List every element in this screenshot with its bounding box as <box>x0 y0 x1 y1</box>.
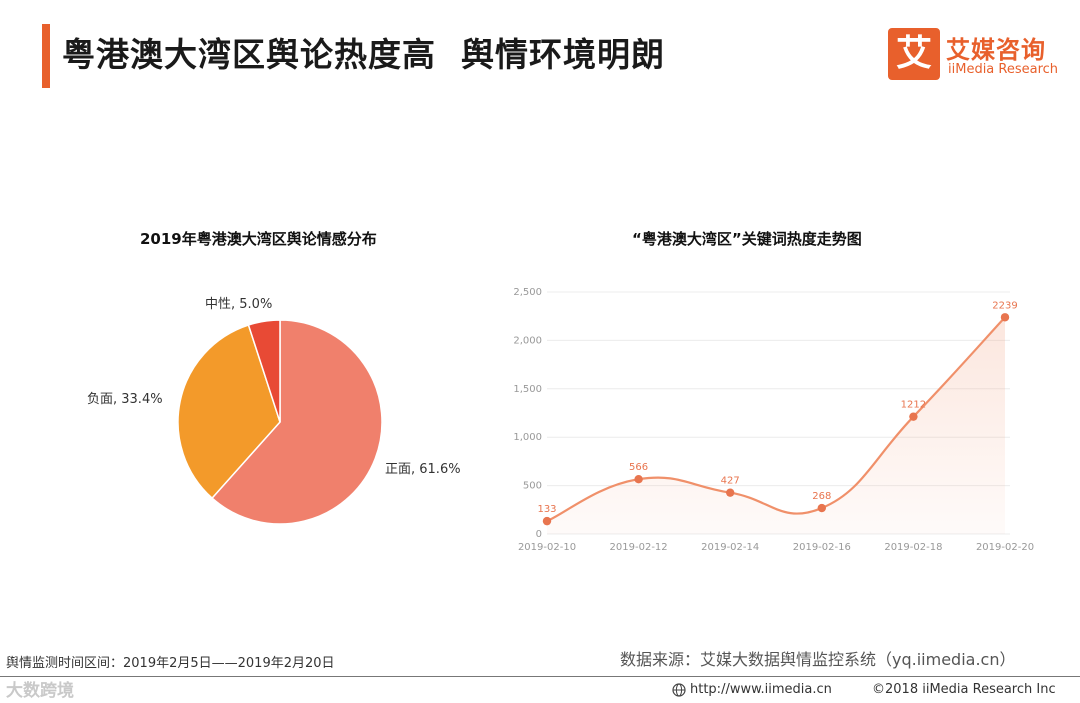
watermark-text: 大数跨境 <box>6 681 74 701</box>
y-tick-label: 2,000 <box>513 335 542 346</box>
data-point-2019-02-20 <box>1000 313 1010 322</box>
x-tick-label: 2019-02-20 <box>976 542 1034 553</box>
data-point-2019-02-16 <box>817 503 826 513</box>
x-tick-label: 2019-02-12 <box>610 542 668 553</box>
data-source: 数据来源：艾媒大数据舆情监控系统（yq.iimedia.cn） <box>620 650 1016 669</box>
y-tick-label: 2,500 <box>513 287 542 298</box>
page-title: 粤港澳大湾区舆论热度高 舆情环境明朗 <box>62 35 665 74</box>
globe-icon <box>672 683 686 697</box>
title-accent-bar <box>42 24 50 88</box>
copyright-text: ©2018 iiMedia Research Inc <box>872 682 1056 697</box>
iimedia-logo: 艾 艾媒咨询 iiMedia Research <box>888 28 1068 84</box>
pie-slice-中性 <box>247 319 281 423</box>
y-tick-label: 1,000 <box>513 432 542 443</box>
data-label-2019-02-12: 566 <box>629 462 648 473</box>
data-label-2019-02-20: 2239 <box>992 300 1017 311</box>
pie-slice-正面 <box>211 319 383 525</box>
data-point-2019-02-14 <box>726 488 735 497</box>
y-tick-label: 500 <box>523 481 542 492</box>
logo-mark: 艾 <box>888 28 940 80</box>
y-tick-label: 1,500 <box>513 384 542 395</box>
x-tick-label: 2019-02-18 <box>884 542 942 553</box>
data-point-2019-02-18 <box>909 412 918 421</box>
line-series <box>546 316 1006 523</box>
x-tick-label: 2019-02-14 <box>701 542 759 553</box>
pie-slice-负面 <box>177 324 281 500</box>
monitoring-period: 舆情监测时间区间：2019年2月5日——2019年2月20日 <box>6 656 335 671</box>
y-tick-label: 0 <box>536 529 542 540</box>
line-chart-title: “粤港澳大湾区”关键词热度走势图 <box>632 230 862 248</box>
data-point-2019-02-10 <box>542 516 552 526</box>
logo-chinese-name: 艾媒咨询 <box>946 36 1046 64</box>
data-point-2019-02-12 <box>634 475 643 484</box>
line-chart: 0 500 1,000 1,500 2,000 2,500 2019-02-10 2019-0… <box>513 287 1034 553</box>
data-label-2019-02-18: 1212 <box>901 400 926 411</box>
line-area-fill <box>547 317 1005 534</box>
x-tick-label: 2019-02-16 <box>793 542 851 553</box>
pie-chart-title: 2019年粤港澳大湾区舆论情感分布 <box>140 230 377 248</box>
pie-label-negative: 负面, 33.4% <box>87 392 163 407</box>
website-link[interactable]: http://www.iimedia.cn <box>690 682 832 697</box>
x-tick-label: 2019-02-10 <box>518 542 576 553</box>
data-label-2019-02-16: 268 <box>812 491 831 502</box>
logo-english-name: iiMedia Research <box>948 62 1059 77</box>
footer-divider <box>0 676 1080 677</box>
data-label-2019-02-10: 133 <box>537 504 556 515</box>
pie-chart <box>177 319 383 525</box>
pie-label-positive: 正面, 61.6% <box>385 462 461 477</box>
data-label-2019-02-14: 427 <box>721 476 740 487</box>
pie-label-neutral: 中性, 5.0% <box>205 297 273 312</box>
